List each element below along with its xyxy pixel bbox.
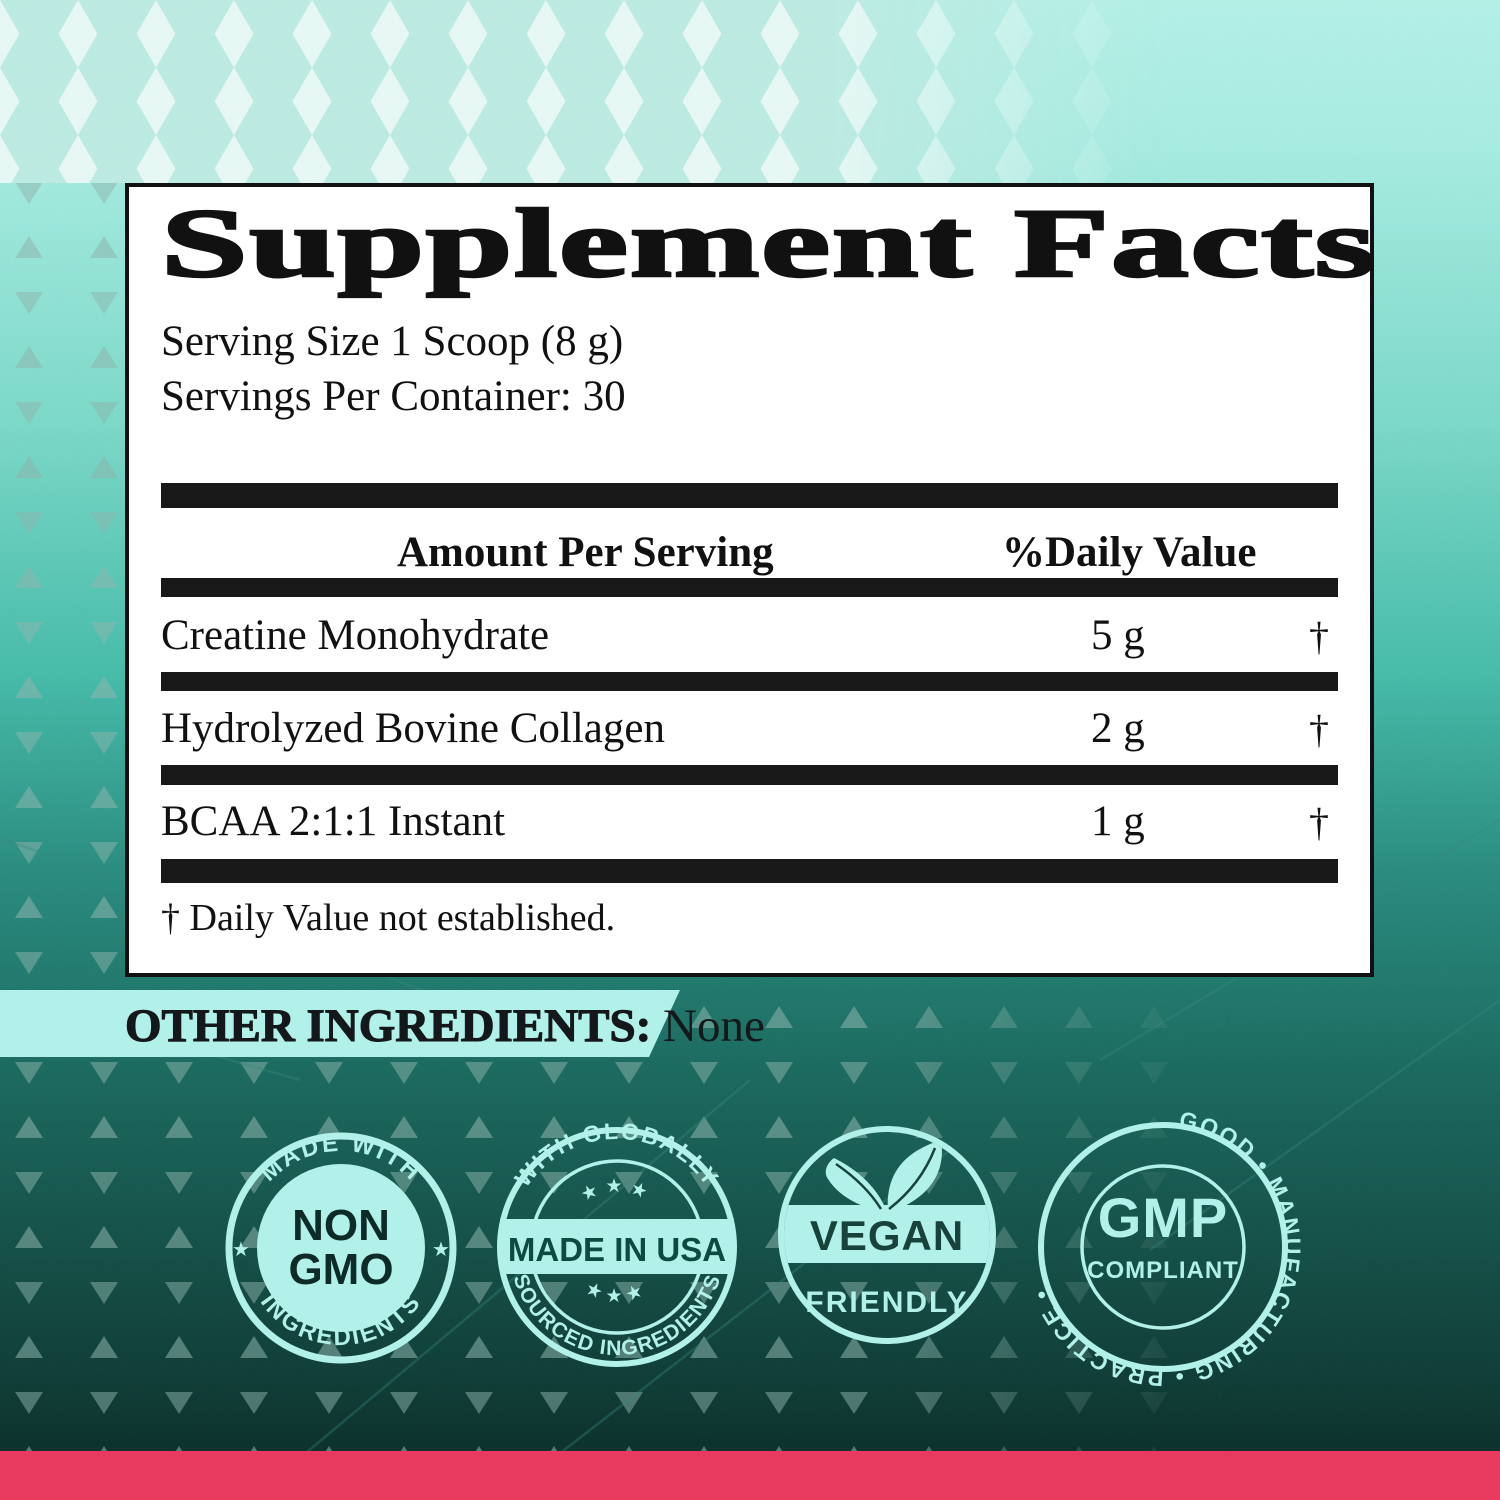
svg-text:★: ★ xyxy=(232,1239,250,1261)
svg-text:★★★: ★★★ xyxy=(578,1176,657,1206)
svg-text:COMPLIANT: COMPLIANT xyxy=(1087,1257,1239,1284)
svg-text:★: ★ xyxy=(432,1239,450,1261)
svg-text:FRIENDLY: FRIENDLY xyxy=(805,1286,968,1319)
svg-text:★★★: ★★★ xyxy=(582,1278,652,1307)
svg-text:MADE IN USA: MADE IN USA xyxy=(508,1231,726,1268)
svg-text:GMO: GMO xyxy=(288,1245,393,1294)
svg-text:NON: NON xyxy=(292,1201,390,1250)
svg-text:GMP: GMP xyxy=(1098,1186,1229,1249)
svg-text:VEGAN: VEGAN xyxy=(810,1212,964,1259)
